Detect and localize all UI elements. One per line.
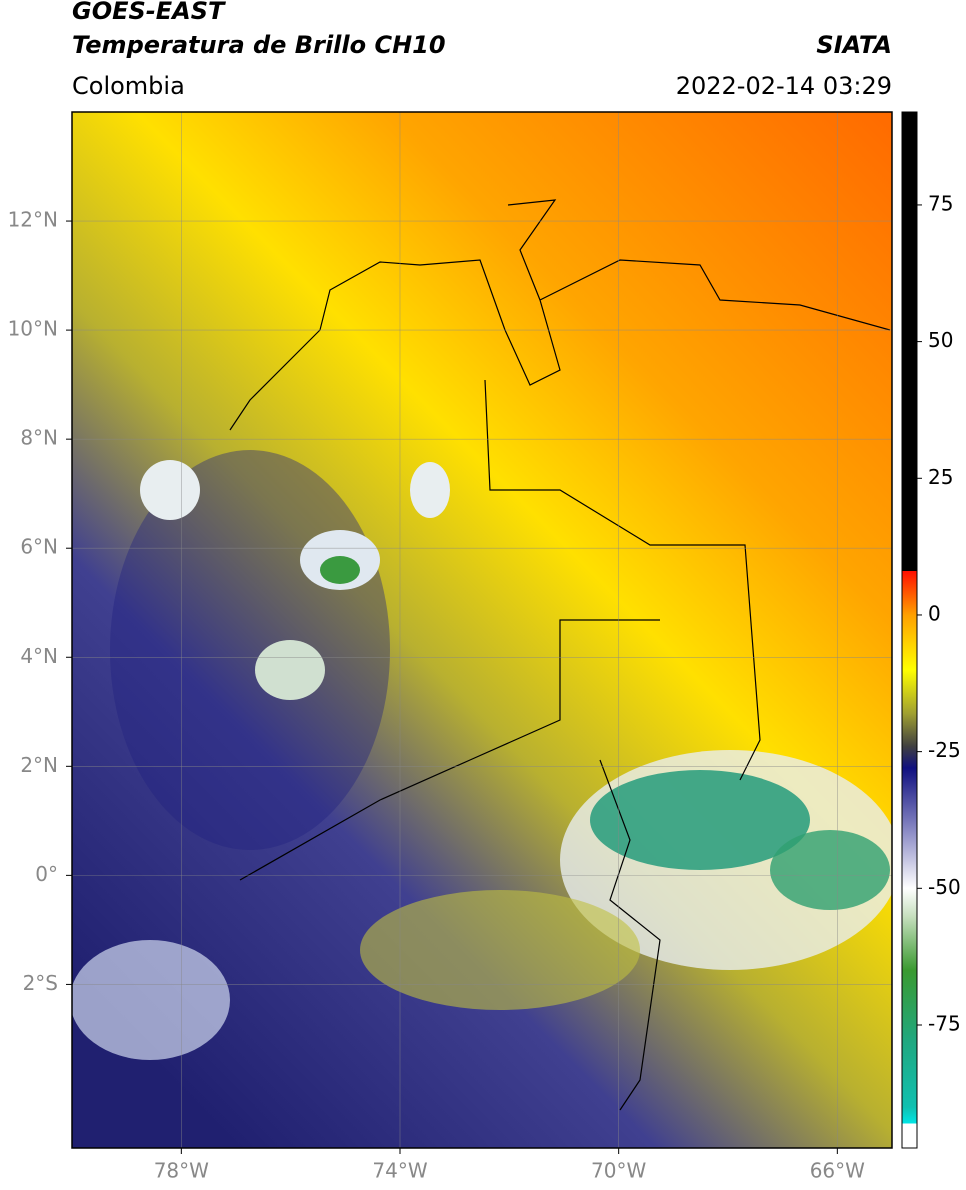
region: Colombia <box>72 72 185 100</box>
timestamp: 2022-02-14 03:29 <box>676 72 892 100</box>
y-tick-label: 10°N <box>8 317 58 341</box>
y-tick-label: 2°N <box>20 753 58 777</box>
x-tick-label: 70°W <box>591 1159 646 1183</box>
colorbar-tick-label: 75 <box>928 191 953 215</box>
y-tick-label: 8°N <box>20 426 58 450</box>
product: Temperatura de Brillo CH10 <box>72 31 446 59</box>
map-frame <box>71 111 893 1149</box>
colorbar-tick-label: -75 <box>928 1011 961 1035</box>
satellite: GOES-EAST <box>72 0 226 25</box>
y-tick-label: 2°S <box>23 971 58 995</box>
colorbar-tick-label: 0 <box>928 601 941 625</box>
y-tick-label: 12°N <box>8 208 58 232</box>
colorbar <box>901 111 918 1149</box>
colorbar-tick-label: 50 <box>928 328 953 352</box>
imagery <box>72 112 892 1148</box>
x-tick-label: 66°W <box>810 1159 865 1183</box>
source: SIATA <box>816 31 892 59</box>
grid <box>72 112 892 1148</box>
x-tick-label: 78°W <box>154 1159 209 1183</box>
x-tick-label: 74°W <box>372 1159 427 1183</box>
y-tick-label: 4°N <box>20 644 58 668</box>
colorbar-tick-label: -25 <box>928 738 961 762</box>
y-tick-label: 0° <box>35 862 58 886</box>
y-tick-label: 6°N <box>20 535 58 559</box>
colorbar-tick-label: 25 <box>928 465 953 489</box>
colorbar-tick-label: -50 <box>928 875 961 899</box>
